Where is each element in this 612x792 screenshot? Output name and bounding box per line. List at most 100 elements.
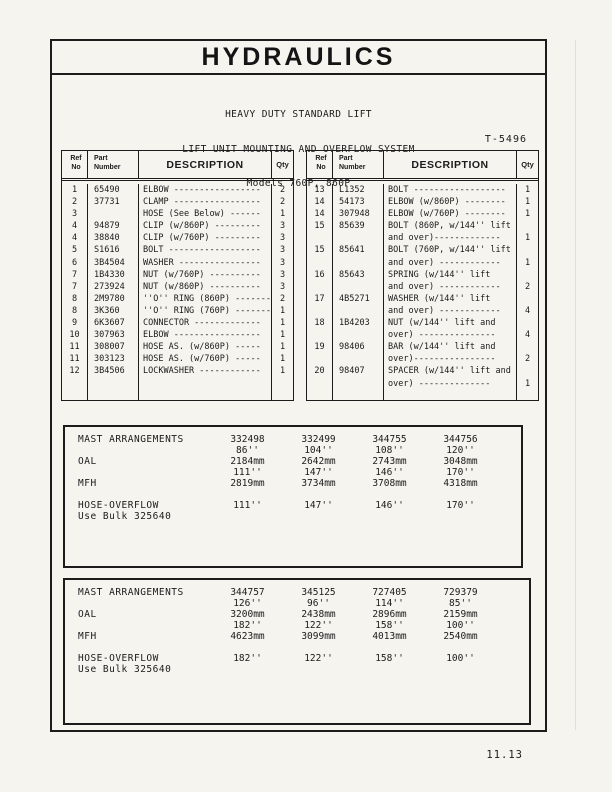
part-row: 15 85641 BOLT (760P, w/144'' lift and ov…	[307, 244, 538, 269]
part-number-cell: 65490	[88, 184, 139, 197]
mast-part-number: 332498	[230, 434, 265, 445]
oal-inches: 114''	[375, 598, 404, 609]
part-number-cell: 85639	[333, 220, 384, 245]
part-row: 3 HOSE (See Below) ------ 1	[62, 208, 293, 221]
parts-table-left: Ref No Part Number DESCRIPTION Qty 1 654…	[61, 150, 294, 401]
part-row: 8 2M9780 ''O'' RING (860P) ------- 2	[62, 292, 293, 305]
ref-no-cell: 14	[307, 208, 333, 221]
oal-inches: 120''	[446, 445, 475, 456]
oal-inches: 126''	[233, 598, 262, 609]
part-number-cell: 85643	[333, 268, 384, 293]
part-number-cell: 38840	[88, 232, 139, 245]
oal-mm: 2743mm	[372, 456, 407, 467]
oal-mm: 2642mm	[301, 456, 336, 467]
description-cell: ''O'' RING (860P) -------	[139, 292, 272, 305]
qty-cell: 3	[279, 233, 286, 244]
parts-table-left-header: Ref No Part Number DESCRIPTION Qty	[62, 151, 293, 181]
qty-cell: 3	[279, 281, 286, 292]
page-title: HYDRAULICS	[201, 42, 396, 71]
mast-part-number: 344756	[443, 434, 478, 445]
mfh-inches: 170''	[446, 467, 475, 478]
description-cell: ''O'' RING (760P) -------	[139, 304, 272, 318]
mast-row-labels: MAST ARRANGEMENTS OAL MFH HOSE-OVERFLOW …	[78, 587, 212, 675]
description-cell: SPRING (w/144'' lift and over) ---------…	[384, 268, 517, 293]
qty-cell: 2	[279, 293, 286, 304]
mfh-inches: 182''	[233, 620, 262, 631]
mfh-label: MFH	[78, 631, 97, 642]
description-cell: BOLT ------------------	[139, 244, 272, 257]
ref-no-cell: 15	[307, 244, 333, 269]
mfh-mm: 4013mm	[372, 631, 407, 642]
part-row: 4 94879 CLIP (w/860P) --------- 3	[62, 220, 293, 233]
title-band: HYDRAULICS	[52, 41, 545, 75]
qty-cell: 1	[279, 305, 286, 316]
content-frame: HYDRAULICS HEAVY DUTY STANDARD LIFT LIFT…	[50, 39, 547, 732]
description-cell: HOSE (See Below) ------	[139, 208, 272, 221]
hose-overflow-length: 122''	[304, 653, 333, 664]
ref-no-cell: 11	[62, 341, 88, 354]
qty-cell: 1	[524, 209, 531, 220]
ref-no-cell: 18	[307, 317, 333, 342]
mfh-mm: 2540mm	[443, 631, 478, 642]
part-number-cell: 4B5271	[333, 292, 384, 318]
mfh-inches: 158''	[375, 620, 404, 631]
description-cell: BOLT ------------------	[384, 184, 517, 197]
description-cell: LOCKWASHER ------------	[139, 365, 272, 378]
mast-part-number: 344755	[372, 434, 407, 445]
part-number-cell: 273924	[88, 280, 139, 293]
ref-no-cell: 16	[307, 268, 333, 293]
mfh-mm: 3734mm	[301, 478, 336, 489]
part-number-cell: 37731	[88, 196, 139, 209]
mfh-inches: 146''	[375, 467, 404, 478]
part-row: 15 85639 BOLT (860P, w/144'' lift and ov…	[307, 220, 538, 245]
ref-no-header: Ref No	[307, 151, 333, 178]
hose-overflow-length: 170''	[446, 500, 475, 511]
page-number: 11.13	[486, 749, 523, 761]
description-cell: BOLT (760P, w/144'' lift and over) -----…	[384, 244, 517, 269]
mast-row-labels: MAST ARRANGEMENTS OAL MFH HOSE-OVERFLOW …	[78, 434, 212, 522]
description-cell: BOLT (860P, w/144'' lift and over)------…	[384, 220, 517, 245]
mast-column: 344755 108'' 2743mm 146'' 3708mm 146''	[354, 434, 425, 522]
table-filler	[307, 389, 538, 400]
mast-column: 344757 126'' 3200mm 182'' 4623mm 182''	[212, 587, 283, 675]
qty-cell: 2	[524, 354, 531, 365]
qty-cell: 2	[524, 281, 531, 292]
mfh-mm: 2819mm	[230, 478, 265, 489]
mast-arrangements-table-1: MAST ARRANGEMENTS OAL MFH HOSE-OVERFLOW …	[63, 425, 523, 568]
part-number-cell	[88, 208, 139, 221]
ref-no-cell: 8	[62, 292, 88, 305]
description-cell: BAR (w/144'' lift and over)-------------…	[384, 341, 517, 366]
part-row: 11 303123 HOSE AS. (w/760P) ----- 1	[62, 353, 293, 366]
oal-mm: 2184mm	[230, 456, 265, 467]
ref-no-header: Ref No	[62, 151, 88, 178]
doc-reference-number: T-5496	[484, 134, 527, 145]
mfh-mm: 4623mm	[230, 631, 265, 642]
part-row: 7 273924 NUT (w/860P) ---------- 3	[62, 280, 293, 293]
mast-columns: 344757 126'' 3200mm 182'' 4623mm 182'' 3…	[212, 587, 496, 675]
description-cell: CONNECTOR -------------	[139, 317, 272, 330]
description-cell: WASHER (w/144'' lift and over) ---------…	[384, 292, 517, 318]
parts-table-right-header: Ref No Part Number DESCRIPTION Qty	[307, 151, 538, 181]
part-row: 11 308007 HOSE AS. (w/860P) ----- 1	[62, 341, 293, 354]
part-row: 16 85643 SPRING (w/144'' lift and over) …	[307, 268, 538, 293]
mfh-inches: 122''	[304, 620, 333, 631]
subtitle-line-2: LIFT UNIT MOUNTING AND OVERFLOW SYSTEM	[182, 143, 415, 155]
description-header: DESCRIPTION	[139, 151, 272, 178]
mast-column: 344756 120'' 3048mm 170'' 4318mm 170''	[425, 434, 496, 522]
mfh-mm: 4318mm	[443, 478, 478, 489]
parts-table-right: Ref No Part Number DESCRIPTION Qty 13 L1…	[306, 150, 539, 401]
part-row: 5 S1616 BOLT ------------------ 3	[62, 244, 293, 257]
description-cell: HOSE AS. (w/860P) -----	[139, 341, 272, 354]
oal-inches: 108''	[375, 445, 404, 456]
oal-mm: 2896mm	[372, 609, 407, 620]
part-number-cell: 307963	[88, 329, 139, 342]
hose-overflow-length: 146''	[375, 500, 404, 511]
part-row: 1 65490 ELBOW ----------------- 2	[62, 184, 293, 197]
ref-no-cell: 2	[62, 196, 88, 209]
part-row: 14 307948 ELBOW (w/760P) -------- 1	[307, 208, 538, 221]
qty-cell: 1	[524, 378, 531, 389]
part-number-cell: 1B4330	[88, 268, 139, 281]
hose-overflow-length: 100''	[446, 653, 475, 664]
part-number-header: Part Number	[333, 151, 384, 178]
part-number-cell: 98406	[333, 341, 384, 366]
